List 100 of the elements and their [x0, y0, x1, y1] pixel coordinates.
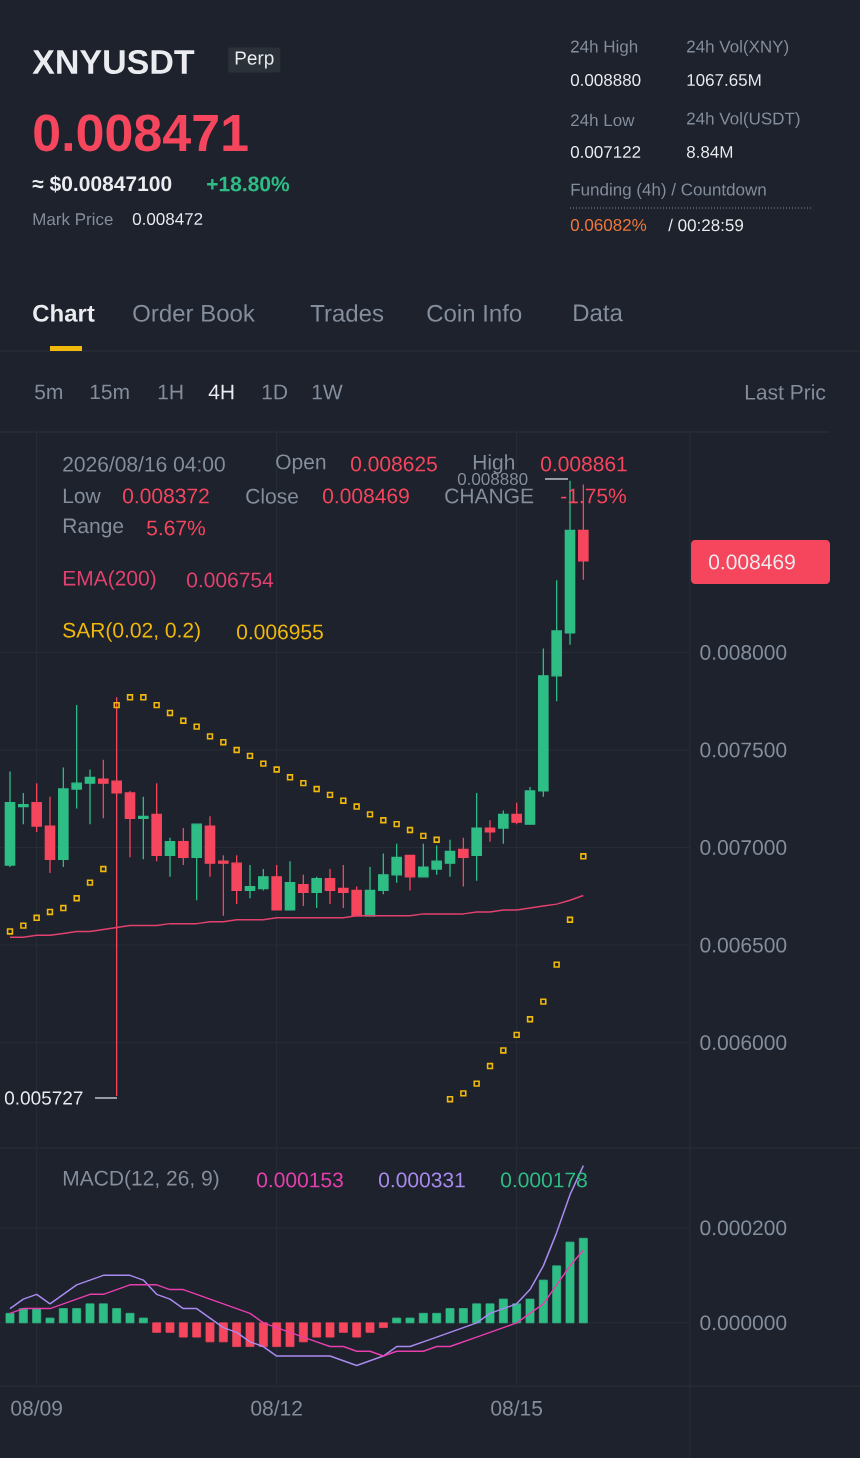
point: [6, 928, 14, 935]
text: 4H: [208, 384, 234, 400]
candlestick: [378, 852, 389, 896]
y-tick-label: 0.000000: [700, 1315, 787, 1331]
text: Last Pric: [745, 384, 826, 400]
bar: [5, 1312, 15, 1324]
candlestick: [298, 874, 309, 907]
bar: [472, 1303, 482, 1324]
x-tick-label: 08/15: [491, 1400, 543, 1416]
point: [286, 774, 294, 781]
point: [500, 1047, 507, 1054]
bar: [365, 1322, 375, 1333]
candlestick: [204, 815, 216, 878]
bar: [98, 1303, 108, 1324]
candlestick: [178, 827, 189, 866]
bar: [232, 1322, 242, 1347]
annotation: 5.67%: [147, 520, 205, 536]
candlestick: [244, 864, 256, 899]
point: [420, 832, 427, 840]
bar: [565, 1241, 575, 1324]
annotation: 0.008625: [351, 456, 437, 472]
bar: [205, 1322, 215, 1343]
candlestick: [164, 837, 176, 878]
text: 5m: [35, 384, 62, 400]
text: 1D: [262, 384, 288, 400]
point: [180, 717, 187, 724]
text: 24h Vol(USDT): [687, 112, 800, 128]
point: [126, 694, 134, 701]
candlestick: [191, 823, 202, 901]
bar: [338, 1322, 348, 1333]
annotation: 2026/08/16 04:00: [63, 456, 225, 472]
candlestick: [551, 579, 562, 702]
text: Coin Info: [427, 304, 522, 322]
bar: [312, 1322, 322, 1338]
annotation: High: [473, 454, 515, 474]
annotation: 0.006754: [187, 572, 274, 588]
text: SAR(0.02, 0.2): [63, 622, 200, 642]
bar: [245, 1322, 255, 1347]
bar: [112, 1308, 122, 1324]
y-tick-label: 0.008000: [700, 645, 787, 660]
bar: [272, 1322, 282, 1347]
candlestick: [538, 647, 549, 798]
bar: [178, 1322, 188, 1338]
candlestick: [471, 792, 482, 882]
candlestick: [418, 842, 429, 878]
point: [580, 853, 587, 860]
annotation: 0.005727: [4, 1091, 83, 1105]
bar: [125, 1312, 135, 1324]
point: [233, 746, 240, 754]
text: 0.008472: [132, 212, 203, 226]
bar: [72, 1308, 82, 1324]
candlestick: [58, 766, 69, 868]
point: [406, 826, 414, 834]
annotation: 0.000153: [257, 1172, 343, 1188]
point: [553, 961, 560, 968]
candlestick: [124, 790, 136, 858]
candlestick: [364, 866, 376, 917]
annotation: Close: [246, 488, 298, 504]
point: [393, 820, 400, 828]
bar: [352, 1322, 362, 1338]
bar: [258, 1322, 268, 1347]
candlestick: [391, 842, 402, 884]
candlestick: [498, 809, 509, 845]
point: [73, 895, 80, 902]
text: 0.008469: [709, 554, 795, 570]
annotation: 0.008372: [123, 488, 209, 504]
candlestick: [151, 782, 162, 862]
text: 1H: [158, 384, 183, 400]
text: 0.007122: [570, 145, 641, 159]
candlestick: [284, 860, 296, 911]
bar: [85, 1303, 95, 1324]
text: 8.84M: [686, 145, 733, 159]
point: [166, 709, 174, 717]
candlestick: [404, 854, 416, 892]
bar: [138, 1317, 148, 1324]
text: +18.80%: [207, 176, 290, 192]
text: Chart: [33, 304, 95, 322]
text: 0.008880: [570, 73, 641, 87]
bar: [192, 1322, 202, 1338]
candlestick: [511, 802, 522, 825]
y-tick-label: 0.007000: [700, 840, 787, 855]
y-tick-label: 0.006000: [700, 1035, 787, 1051]
y-tick-label: 0.007500: [700, 742, 787, 758]
candlestick: [431, 844, 442, 876]
x-tick-label: 08/09: [11, 1400, 62, 1416]
bar: [45, 1317, 55, 1324]
point: [33, 914, 40, 921]
point: [473, 1080, 480, 1087]
point: [60, 904, 67, 912]
bar: [432, 1312, 442, 1324]
text: 15m: [90, 384, 129, 400]
candlestick: [524, 786, 536, 825]
bar: [498, 1298, 508, 1324]
annotation: Range: [63, 518, 124, 538]
text: / 00:28:59: [668, 218, 744, 232]
point: [526, 1016, 534, 1023]
candlestick: [458, 837, 469, 888]
bar: [325, 1322, 335, 1338]
bar: [552, 1265, 562, 1324]
text: Order Book: [133, 304, 255, 322]
